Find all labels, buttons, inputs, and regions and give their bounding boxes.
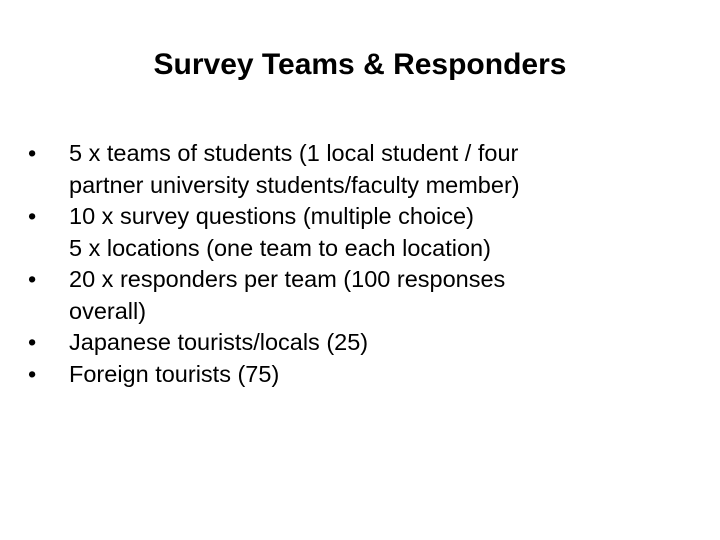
bullet-icon: • [28,360,37,387]
bullet-icon: • [28,140,37,166]
bullet-icon: • [28,266,37,292]
bullet-line: 5 x teams of students (1 local student /… [69,140,519,166]
bullet-item: • Japanese tourists/locals (25) [28,327,688,359]
bullet-line: partner university students/faculty memb… [69,171,520,198]
bullet-item: • 10 x survey questions (multiple choice)… [28,201,688,264]
bullet-line: Foreign tourists (75) [69,360,280,387]
bullet-item: • 5 x teams of students (1 local student … [28,138,688,201]
bullet-line: 10 x survey questions (multiple choice) [69,203,474,229]
bullet-line: 20 x responders per team (100 responses [69,266,506,292]
bullet-list: • 5 x teams of students (1 local student … [28,138,688,390]
bullet-item: • Foreign tourists (75) [28,359,688,391]
bullet-item: • 20 x responders per team (100 responses… [28,264,688,327]
bullet-line: overall) [69,297,147,324]
bullet-line: Japanese tourists/locals (25) [69,329,369,355]
bullet-icon: • [28,203,37,229]
bullet-icon: • [28,329,37,355]
slide-title: Survey Teams & Responders [153,48,567,81]
bullet-line: 5 x locations (one team to each location… [69,234,491,261]
